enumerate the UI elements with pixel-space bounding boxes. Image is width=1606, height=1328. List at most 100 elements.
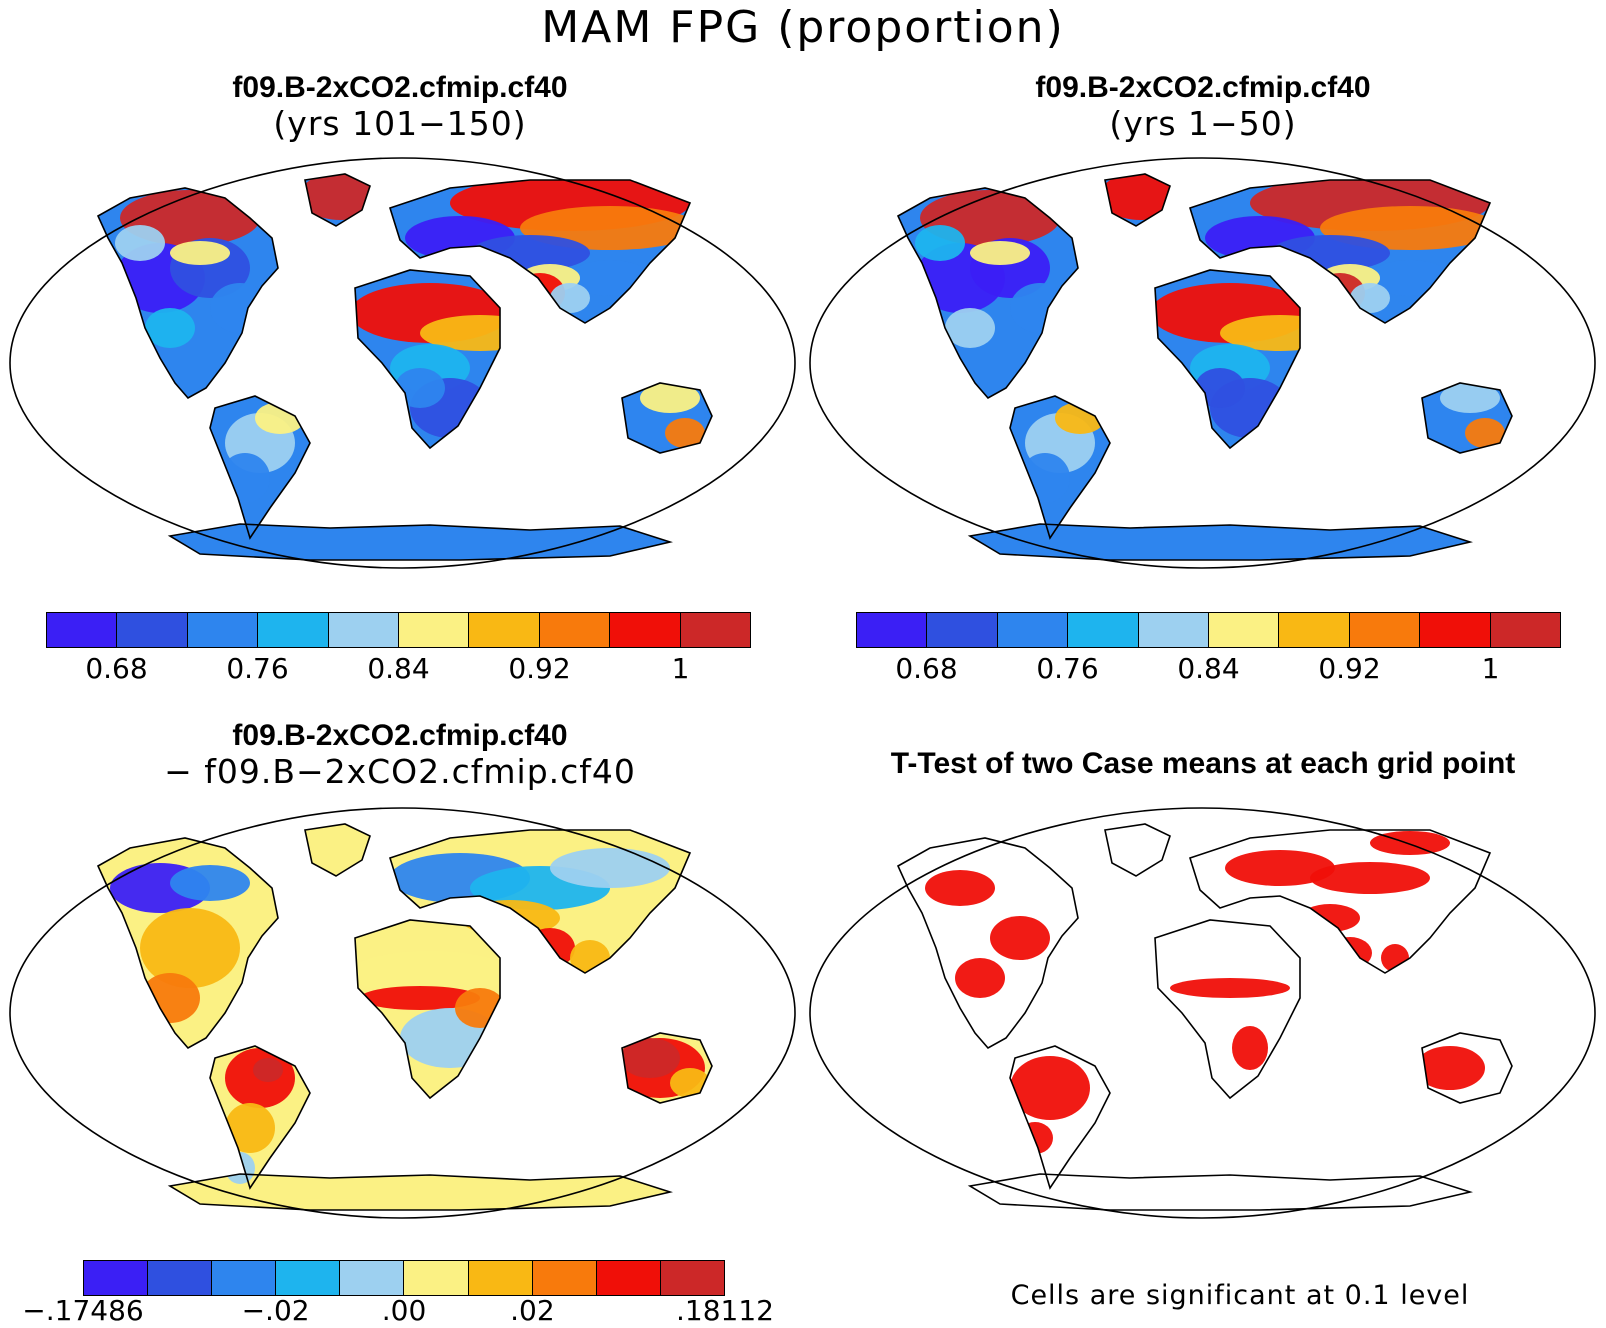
- field-cell: [170, 241, 230, 265]
- colorbar-difference: [83, 1260, 725, 1296]
- colorbar-tick-label: 0.68: [85, 652, 148, 685]
- colorbar-tick-label: 0.76: [226, 652, 289, 685]
- colorbar-swatch: [1349, 613, 1421, 647]
- coastline-antarctica: [967, 1173, 1474, 1211]
- significant-cell: [1232, 1026, 1268, 1070]
- field-cell: [1465, 418, 1505, 448]
- coastline-northAmerica: [96, 837, 279, 1050]
- field-cell: [1350, 283, 1390, 313]
- significant-cell: [1170, 978, 1290, 998]
- colorbar-swatch: [117, 613, 188, 647]
- significant-cell: [1225, 850, 1335, 886]
- coastline-greenland: [1104, 173, 1171, 227]
- colorbar-swatch: [927, 613, 998, 647]
- colorbar-difference-labels: −.17486 −.02 .00 .02 .18112: [22, 1294, 774, 1328]
- colorbar-swatch: [340, 1261, 405, 1295]
- field-cell: [220, 453, 270, 503]
- map-ttest: [809, 807, 1596, 1219]
- colorbar-swatch: [84, 1261, 149, 1295]
- coastline-greenland: [1104, 823, 1171, 877]
- coastline-northAmerica: [96, 187, 279, 400]
- coastline-southAmerica: [209, 1045, 311, 1190]
- colorbar-tick-label: 1: [671, 652, 690, 685]
- field-cell: [550, 283, 590, 313]
- colorbar-tick-label: −.02: [241, 1294, 310, 1327]
- field-cell: [145, 308, 195, 348]
- field-cell: [1270, 235, 1390, 271]
- page-title: MAM FPG (proportion): [541, 2, 1065, 53]
- land-africa: [1155, 920, 1300, 1098]
- coastline-eurasia: [389, 179, 692, 324]
- colorbar-swatch: [997, 613, 1069, 647]
- coastline-africa: [354, 269, 501, 450]
- colorbar-swatch: [258, 613, 329, 647]
- colorbar-tick-label: 0.68: [895, 652, 958, 685]
- coastline-southAmerica: [209, 395, 311, 540]
- coastline-northAmerica: [896, 187, 1079, 400]
- field-cell: [945, 308, 995, 348]
- coastline-australia: [1421, 382, 1513, 454]
- coastline-australia: [621, 382, 713, 454]
- panel-1-case-name: f09.B-2xCO2.cfmip.cf40: [232, 71, 568, 104]
- coastline-africa: [1154, 269, 1301, 450]
- field-cell: [360, 986, 480, 1010]
- colorbar-tick-label: .02: [510, 1294, 555, 1327]
- coastline-africa: [1154, 919, 1301, 1100]
- significance-note: Cells are significant at 0.1 level: [1010, 1280, 1470, 1311]
- panel-1-title: f09.B-2xCO2.cfmip.cf40 (yrs 101−150): [0, 70, 800, 142]
- field-cell: [670, 1068, 710, 1098]
- significant-cell: [1310, 862, 1430, 894]
- panel-2-case-name: f09.B-2xCO2.cfmip.cf40: [1035, 71, 1371, 104]
- colorbar-swatch: [1490, 613, 1561, 647]
- field-cell: [395, 368, 445, 408]
- significant-cell: [1017, 1122, 1053, 1154]
- colorbar-tick-label: 0.84: [1177, 652, 1240, 685]
- map-case1: [9, 157, 796, 569]
- coastline-eurasia: [1189, 179, 1492, 324]
- colorbar-swatch: [1279, 613, 1350, 647]
- field-cell: [1055, 402, 1105, 434]
- field-cell: [455, 988, 505, 1028]
- map-outline: [809, 807, 1596, 1219]
- field-cell: [255, 402, 305, 434]
- colorbar-case2-labels: 0.68 0.76 0.84 0.92 1: [856, 652, 1561, 686]
- colorbar-swatch: [47, 613, 118, 647]
- field-cell: [620, 1038, 680, 1078]
- coastline-australia: [621, 1032, 713, 1104]
- colorbar-swatch: [469, 613, 540, 647]
- significant-cell: [1010, 1056, 1090, 1120]
- colorbar-case2: [856, 612, 1561, 648]
- significant-cell: [1328, 937, 1372, 969]
- field-cell: [115, 225, 165, 261]
- field-cell: [170, 865, 250, 901]
- coastline-eurasia: [1189, 829, 1492, 974]
- colorbar-swatch: [328, 613, 400, 647]
- map-outline: [809, 157, 1596, 569]
- field-cell: [1010, 283, 1070, 333]
- colorbar-tick-label: 0.92: [1318, 652, 1381, 685]
- colorbar-swatch: [610, 613, 681, 647]
- field-cell: [225, 1103, 275, 1153]
- field-cell: [640, 383, 700, 413]
- colorbar-swatch: [148, 1261, 213, 1295]
- field-cell: [1100, 174, 1180, 220]
- panel-3-title: f09.B-2xCO2.cfmip.cf40 − f09.B−2xCO2.cfm…: [0, 718, 800, 790]
- panel-2-years: (yrs 1−50): [1109, 104, 1297, 143]
- coastline-northAmerica: [896, 837, 1079, 1050]
- field-cell: [470, 235, 590, 271]
- colorbar-tick-label: −.17486: [22, 1294, 144, 1327]
- colorbar-swatch: [539, 613, 611, 647]
- colorbar-swatch: [857, 613, 928, 647]
- coastline-eurasia: [389, 829, 692, 974]
- colorbar-swatch: [532, 1261, 597, 1295]
- significant-cell: [990, 916, 1050, 960]
- colorbar-swatch: [187, 613, 259, 647]
- field-cell: [350, 951, 510, 995]
- coastline-greenland: [304, 173, 371, 227]
- coastline-southAmerica: [1009, 1045, 1111, 1190]
- colorbar-tick-label: 1: [1481, 652, 1500, 685]
- colorbar-swatch: [404, 1261, 469, 1295]
- land-antarctica: [170, 524, 670, 560]
- map-outline: [9, 157, 796, 569]
- colorbar-swatch: [468, 1261, 533, 1295]
